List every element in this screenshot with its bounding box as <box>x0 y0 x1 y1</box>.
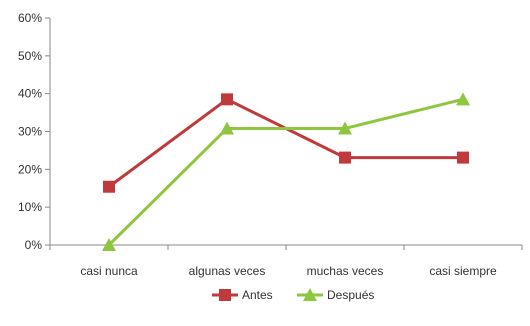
y-tick-label: 40% <box>18 87 42 101</box>
y-axis-ticks: 0% 10% 20% 30% 40% 50% 60% <box>18 11 50 252</box>
x-tick-label: algunas veces <box>189 264 266 278</box>
legend-label: Antes <box>242 288 273 302</box>
series-line-después <box>107 97 464 247</box>
legend-marker <box>219 289 231 301</box>
data-point <box>457 151 469 164</box>
y-tick-label: 0% <box>25 238 43 252</box>
y-tick-label: 60% <box>18 11 42 25</box>
legend-marker <box>303 288 317 301</box>
data-point <box>221 93 233 106</box>
x-tick-label: casi nunca <box>80 264 138 278</box>
data-point <box>220 121 234 135</box>
x-tick-label: casi siempre <box>429 264 497 278</box>
y-tick-label: 10% <box>18 200 42 214</box>
x-tick-label: muchas veces <box>307 264 384 278</box>
data-point <box>103 180 115 193</box>
y-tick-label: 50% <box>18 49 42 63</box>
y-tick-label: 30% <box>18 125 42 139</box>
data-point <box>338 121 352 135</box>
series-group <box>102 92 470 251</box>
legend: Antes Después <box>212 288 374 302</box>
data-point <box>339 151 351 164</box>
legend-label: Después <box>327 288 374 302</box>
data-point <box>102 238 116 251</box>
x-axis-ticks: casi nunca algunas veces muchas veces casi … <box>49 245 523 278</box>
y-tick-label: 20% <box>18 162 42 176</box>
data-point <box>456 92 470 106</box>
